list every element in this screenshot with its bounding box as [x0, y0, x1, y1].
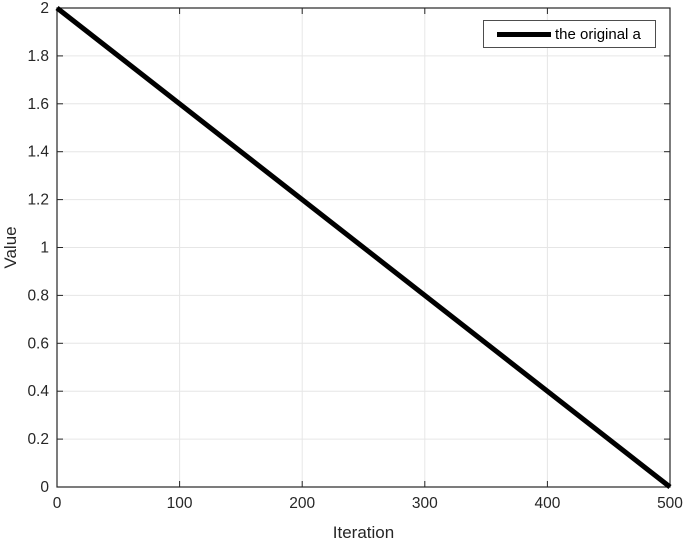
x-tick-label: 100 — [167, 495, 193, 512]
x-tick-label: 400 — [534, 495, 560, 512]
y-tick-label: 1.2 — [27, 192, 49, 209]
y-tick-label: 1.8 — [27, 48, 49, 65]
x-tick-label: 200 — [289, 495, 315, 512]
x-tick-label: 0 — [53, 495, 62, 512]
y-tick-label: 0 — [40, 479, 49, 496]
y-tick-label: 0.4 — [27, 383, 49, 400]
legend-entry-label: the original a — [555, 25, 641, 43]
y-tick-label: 1.6 — [27, 96, 49, 113]
plot-border — [56, 7, 671, 488]
y-tick-label: 0.6 — [27, 335, 49, 352]
y-tick-labels: 0 0.2 0.4 0.6 0.8 1 1.2 1.4 1.6 1.8 2 — [27, 0, 49, 496]
x-tick-label: 500 — [657, 495, 683, 512]
x-tick-label: 300 — [412, 495, 438, 512]
y-tick-label: 0.2 — [27, 431, 49, 448]
x-axis-label: Iteration — [333, 523, 394, 542]
y-tick-label: 1 — [40, 240, 49, 257]
x-tick-labels: 0 100 200 300 400 500 — [53, 495, 684, 512]
data-line — [55, 6, 672, 489]
legend-line-sample — [497, 31, 551, 37]
data-series — [55, 6, 672, 489]
y-tick-label: 0.8 — [27, 287, 49, 304]
y-axis-label: Value — [1, 226, 20, 268]
legend: the original a — [483, 20, 656, 48]
y-tick-label: 2 — [40, 0, 49, 17]
y-tick-label: 1.4 — [27, 144, 49, 161]
